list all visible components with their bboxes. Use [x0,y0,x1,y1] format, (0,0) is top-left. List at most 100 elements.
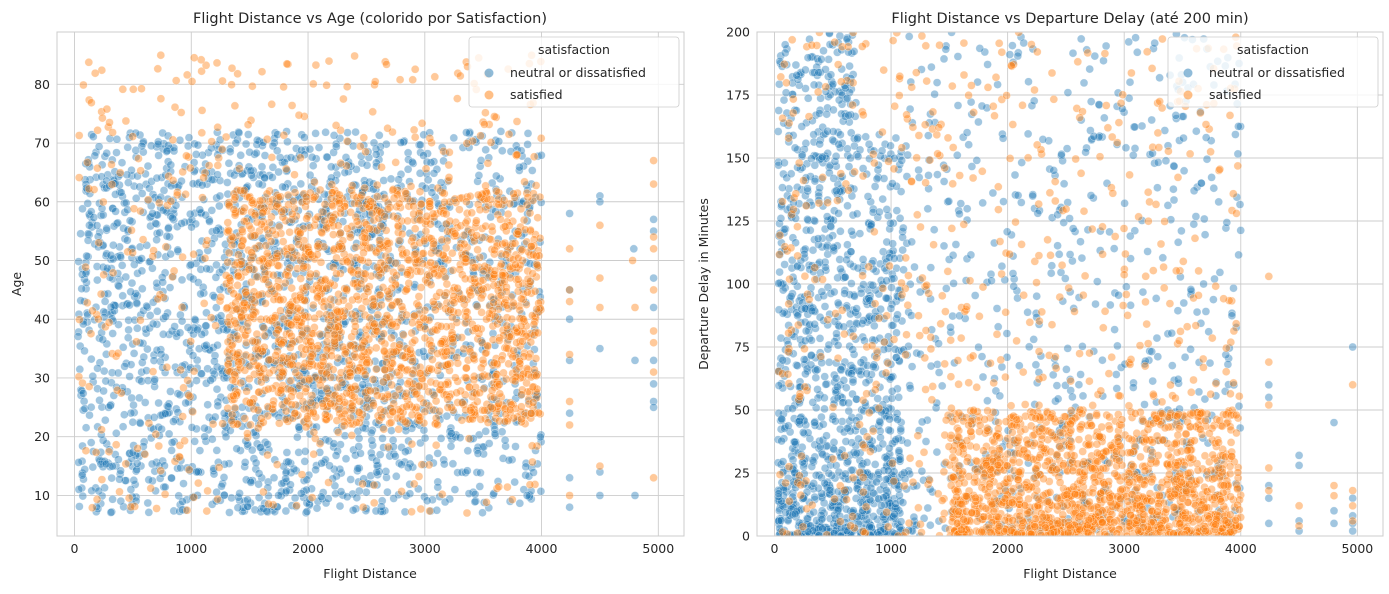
dissatisfied-point [424,176,432,184]
satisfied-point [498,271,506,279]
satisfied-point [327,194,335,202]
satisfied-point [276,296,284,304]
satisfied-point [247,421,255,429]
satisfied-point [415,302,423,310]
satisfied-point [134,444,142,452]
y-tick-label: 50 [734,403,750,418]
satisfied-point [458,334,466,342]
satisfied-point [484,159,492,167]
x-tick-label: 5000 [1341,541,1373,556]
dissatisfied-point [326,462,334,470]
dissatisfied-point [437,434,445,442]
satisfied-point [358,191,366,199]
dissatisfied-point [261,174,269,182]
satisfied-point [260,332,268,340]
satisfied-point [401,418,409,426]
dissatisfied-point [132,146,140,154]
dissatisfied-point [312,129,320,137]
dissatisfied-point [843,241,851,249]
satisfied-point [260,365,268,373]
satisfied-point [264,451,272,459]
dissatisfied-point [383,488,391,496]
dissatisfied-point [505,456,513,464]
dissatisfied-point [101,416,109,424]
dissatisfied-point [821,303,829,311]
satisfied-point [248,295,256,303]
satisfied-point [434,350,442,358]
satisfied-point [505,130,513,138]
dissatisfied-point [109,495,117,503]
satisfied-point [200,174,208,182]
satisfied-point [484,419,492,427]
satisfied-point [287,302,295,310]
dissatisfied-point [327,163,335,171]
dissatisfied-point [138,255,146,263]
dissatisfied-point [282,487,290,495]
satisfied-point [300,363,308,371]
satisfied-point [273,250,281,258]
satisfied-point [243,387,251,395]
satisfied-point [352,243,360,251]
satisfied-point [154,65,162,73]
dissatisfied-point [420,152,428,160]
satisfied-point [208,138,216,146]
satisfied-point [444,404,452,412]
satisfied-point [303,415,311,423]
dissatisfied-point [823,213,831,221]
satisfied-point [505,360,513,368]
dissatisfied-point [159,330,167,338]
dissatisfied-point [297,180,305,188]
dissatisfied-point [792,61,800,69]
dissatisfied-point [275,168,283,176]
dissatisfied-point [650,356,658,364]
dissatisfied-point [118,261,126,269]
dissatisfied-point [390,495,398,503]
y-tick-label: 175 [726,88,750,103]
satisfied-point [109,269,117,277]
dissatisfied-point [516,163,524,171]
satisfied-point [98,426,106,434]
satisfied-point [409,76,417,84]
satisfied-point [116,169,124,177]
satisfied-point [334,428,342,436]
satisfied-point [157,467,165,475]
satisfied-point [219,77,227,85]
satisfied-point [327,295,335,303]
satisfied-point [385,256,393,264]
dissatisfied-point [117,467,125,475]
satisfied-point [495,381,503,389]
satisfied-point [137,167,145,175]
satisfied-point [347,266,355,274]
satisfied-point [353,292,361,300]
satisfied-point [318,229,326,237]
x-tick-label: 3000 [1108,541,1140,556]
dissatisfied-point [498,147,506,155]
satisfied-point [358,304,366,312]
satisfied-point [650,286,658,294]
satisfied-point [483,498,491,506]
satisfied-point [243,430,251,438]
satisfied-point [445,161,453,169]
satisfied-point [431,73,439,81]
y-tick-label: 60 [34,194,50,209]
satisfied-point [109,129,117,137]
dissatisfied-point [187,261,195,269]
dissatisfied-point [114,456,122,464]
satisfied-point [359,503,367,511]
satisfied-point [309,408,317,416]
satisfied-point [371,320,379,328]
satisfied-point [253,330,261,338]
dissatisfied-point [132,194,140,202]
satisfied-point [389,320,397,328]
dissatisfied-point [255,470,263,478]
dissatisfied-point [196,447,204,455]
satisfied-point [296,229,304,237]
dissatisfied-point [87,439,95,447]
satisfied-point [650,368,658,376]
satisfied-point [411,65,419,73]
dissatisfied-point [826,30,834,38]
satisfied-point [246,399,254,407]
satisfied-point [361,184,369,192]
dissatisfied-point [174,246,182,254]
dissatisfied-point [373,468,381,476]
